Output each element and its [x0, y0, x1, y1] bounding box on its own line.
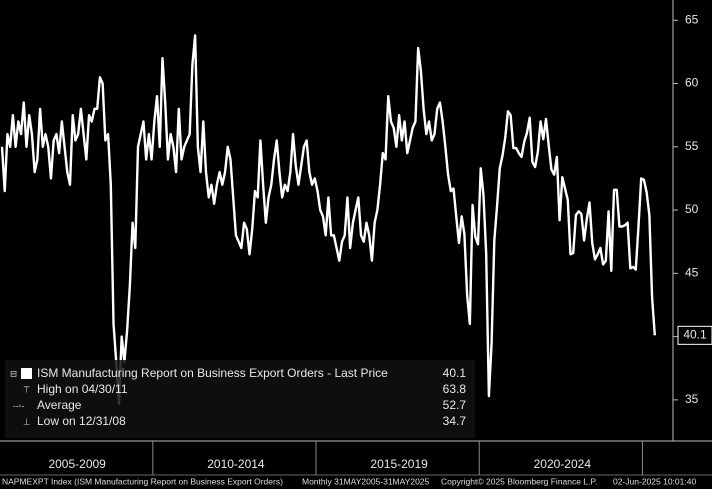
legend-icon: ⊟ — [10, 368, 17, 378]
legend-value: 63.8 — [443, 382, 467, 396]
x-tick-label: 2020-2024 — [534, 457, 592, 471]
last-price-label: 40.1 — [683, 328, 707, 342]
footer-text: 02-Jun-2025 10:01:40 — [613, 476, 696, 486]
legend-value: 34.7 — [443, 414, 467, 428]
footer-text: Monthly 31MAY2005-31MAY2025 — [302, 476, 430, 486]
legend-entry: Low on 12/31/08 — [37, 414, 126, 428]
y-tick-label: 45 — [685, 266, 699, 280]
x-tick-label: 2010-2014 — [207, 457, 265, 471]
y-tick-label: 60 — [685, 76, 699, 90]
legend-entry: High on 04/30/11 — [37, 382, 128, 396]
y-tick-label: 65 — [685, 12, 699, 26]
legend-value: 40.1 — [443, 366, 467, 380]
legend-swatch — [21, 368, 32, 379]
legend-box — [5, 360, 475, 438]
legend-value: 52.7 — [443, 398, 467, 412]
series-line — [0, 34, 656, 405]
legend: ⊟ ISM Manufacturing Report on Business E… — [5, 360, 475, 438]
y-tick-label: 55 — [685, 139, 699, 153]
legend-entry: Average — [37, 398, 82, 412]
x-tick-label: 2015-2019 — [370, 457, 428, 471]
legend-icon: ⊤ — [23, 384, 31, 394]
legend-entry: ISM Manufacturing Report on Business Exp… — [37, 366, 388, 380]
legend-icon: --◦- — [13, 400, 25, 410]
plot: 354045505560652005-20092010-20142015-201… — [0, 12, 712, 475]
y-tick-label: 50 — [685, 202, 699, 216]
x-tick-label: 2005-2009 — [48, 457, 106, 471]
legend-icon: ⊥ — [23, 416, 31, 426]
last-price-tag: 40.1 — [677, 325, 712, 345]
y-tick-label: 35 — [685, 392, 699, 406]
last-price-box — [677, 325, 712, 345]
footer: NAPMEXPT Index (ISM Manufacturing Report… — [2, 476, 696, 486]
footer-text: NAPMEXPT Index (ISM Manufacturing Report… — [2, 476, 283, 486]
footer-text: Copyright© 2025 Bloomberg Finance L.P. — [441, 476, 597, 486]
